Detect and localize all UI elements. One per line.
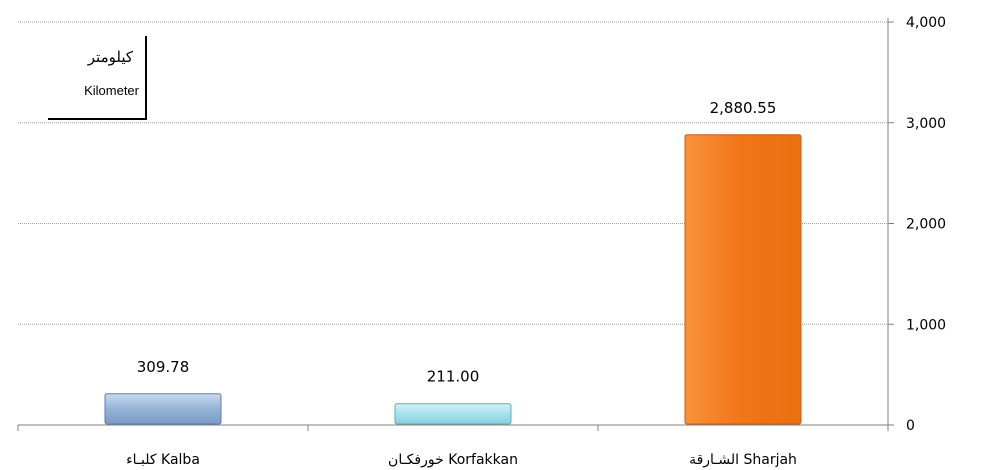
x-tick-label: خورفكـان Korfakkan [388, 452, 518, 468]
bar [104, 393, 222, 425]
unit-label-box: كيلومتر Kilometer [48, 36, 147, 120]
data-label: 309.78 [137, 358, 190, 376]
unit-label-arabic: كيلومتر [87, 48, 133, 66]
x-tick-label: الشـارقة Sharjah [689, 452, 797, 468]
y-tick-label: 1,000 [906, 317, 946, 333]
y-tick-label: 4,000 [906, 15, 946, 31]
y-tick-label: 3,000 [906, 116, 946, 132]
labels: 0 1,000 2,000 3,000 4,000 309.78 كلبـاء Kalba 2… [126, 15, 946, 468]
x-tick-label: كلبـاء Kalba [126, 452, 200, 468]
bars [104, 134, 802, 425]
unit-label-english: Kilometer [84, 83, 139, 98]
y-tick-label: 0 [906, 418, 915, 434]
axes [17, 18, 894, 431]
data-label: 2,880.55 [710, 99, 777, 117]
bar [394, 403, 512, 425]
data-label: 211.00 [427, 368, 480, 386]
y-tick-label: 2,000 [906, 217, 946, 233]
bar [684, 134, 802, 425]
